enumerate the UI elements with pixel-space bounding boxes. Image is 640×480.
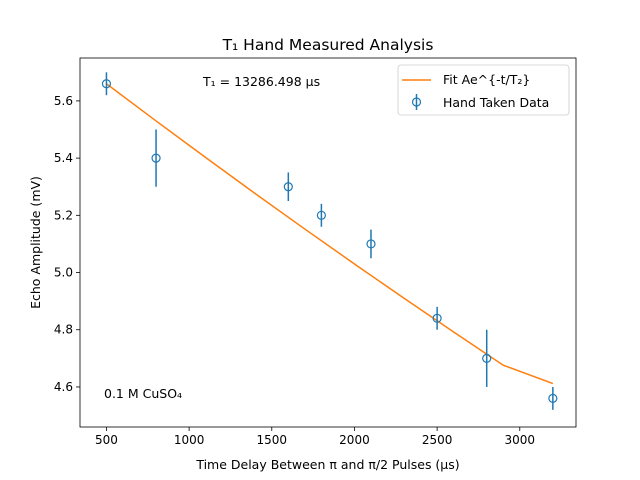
x-axis-label: Time Delay Between π and π/2 Pulses (μs) [195, 457, 459, 472]
x-tick-label: 3000 [505, 433, 536, 447]
y-tick-label: 5.0 [54, 266, 73, 280]
legend-data-marker [411, 97, 422, 107]
legend-box [397, 64, 570, 116]
x-tick-label: 2000 [339, 433, 370, 447]
legend: Fit Ae^{-t/T₂} Hand Taken Data [397, 64, 570, 116]
y-tick-label: 4.8 [54, 323, 73, 337]
chart-title: T₁ Hand Measured Analysis [222, 36, 434, 54]
concentration-annotation: 0.1 M CuSO₄ [104, 386, 182, 401]
y-tick-label: 4.6 [54, 380, 73, 394]
x-tick-label: 2500 [422, 433, 453, 447]
x-tick-label: 500 [95, 433, 118, 447]
fit-line [106, 83, 554, 385]
y-tick-label: 5.6 [54, 94, 73, 108]
data-point [548, 393, 558, 403]
t1-annotation: T₁ = 13286.498 μs [202, 74, 320, 89]
x-tick-label: 1500 [257, 433, 288, 447]
data-point [482, 353, 492, 363]
legend-fit-label: Fit Ae^{-t/T₂} [443, 72, 530, 87]
ticks-layer: 500 1000 1500 2000 2500 3000 4.6 4.8 5.0 5.2 5.4 5.… [54, 94, 535, 447]
data-point [151, 153, 161, 163]
legend-data-label: Hand Taken Data [443, 95, 549, 110]
y-axis-label: Echo Amplitude (mV) [28, 176, 43, 309]
data-point [366, 239, 376, 249]
plot-frame [79, 57, 577, 428]
series-layer [101, 72, 558, 410]
data-point [316, 210, 326, 220]
data-point [283, 182, 293, 192]
y-tick-label: 5.2 [54, 208, 73, 222]
data-point [101, 79, 112, 89]
x-tick-label: 1000 [174, 433, 205, 447]
y-tick-label: 5.4 [54, 151, 73, 165]
data-point [432, 313, 442, 323]
